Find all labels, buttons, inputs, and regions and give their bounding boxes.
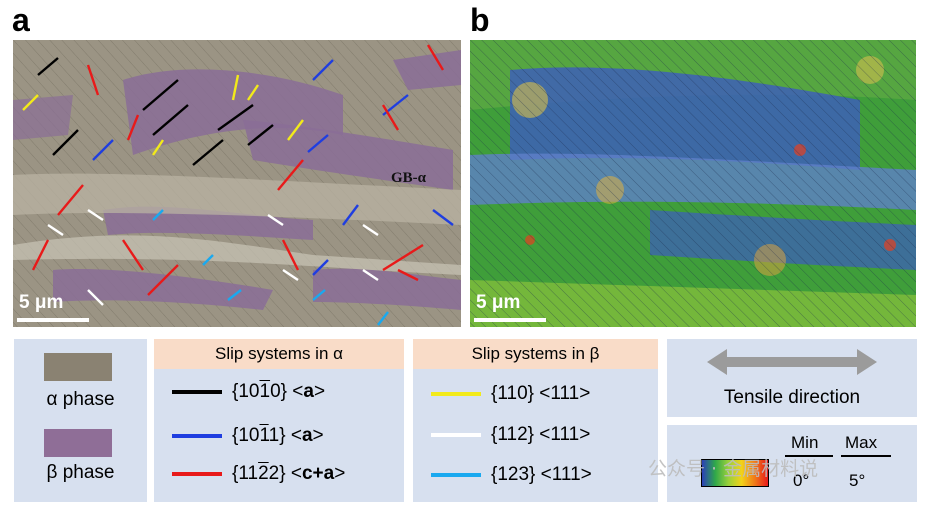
beta-slip-row: {110} <111> [431,383,590,405]
slip-label: {110} <111> [491,383,591,404]
slip-label: {1011} <a> [232,425,324,446]
yellow-line-swatch [431,392,481,396]
beta-slip-row: {112} <111> [431,424,590,446]
colorbar-min-label: Min [791,433,819,452]
slip-label: {123} <111> [491,464,592,485]
tensile-direction-label: Tensile direction [723,387,861,408]
watermark: 公众号 · 金属材料说 [648,458,819,480]
colorbar-min-value: 0° [793,471,810,490]
double-arrow-icon [707,349,877,375]
scale-bar-label-b: 5 μm [476,292,521,313]
slip-label: {1010} <a> [232,381,326,402]
colorbar-box: Min Max 0° 5° [667,425,917,502]
alpha-slip-header: Slip systems in α [154,339,404,369]
panel-label-b: b [470,2,490,38]
black-line-swatch [172,390,222,394]
micrograph-a: GB-α 5 μm [13,40,461,327]
scale-bar-b [474,318,546,322]
tensile-direction-box: Tensile direction [667,339,917,417]
colorbar-tick-line [785,455,833,457]
white-line-swatch [431,433,481,437]
alpha-slip-row: {1122} <c+a> [172,463,345,485]
micrograph-b: 5 μm [470,40,916,327]
scale-bar-label-a: 5 μm [19,292,64,313]
scale-bar-a [17,318,89,322]
red-line-swatch [172,472,222,476]
colorbar-max-label: Max [845,433,878,452]
beta-phase-label: β phase [46,462,115,483]
phase-legend: α phase β phase [14,339,147,502]
slip-label: {112} <111> [491,424,591,445]
colorbar [701,459,769,487]
alpha-slip-legend: Slip systems in α {1010} <a> {1011} <a> … [154,339,404,502]
colorbar-tick-line [841,455,891,457]
beta-slip-legend: Slip systems in β {110} <111> {112} <111… [413,339,658,502]
slip-label: {1122} <c+a> [232,463,346,484]
grain-boundary-label: GB-α [391,170,427,186]
light-blue-line-swatch [431,473,481,477]
alpha-phase-label: α phase [46,389,115,410]
beta-phase-swatch [44,429,112,457]
colorbar-max-value: 5° [849,471,866,490]
alpha-phase-swatch [44,353,112,381]
blue-line-swatch [172,434,222,438]
alpha-slip-row: {1011} <a> [172,425,324,447]
beta-slip-row: {123} <111> [431,464,592,486]
panel-label-a: a [12,2,30,38]
alpha-slip-row: {1010} <a> [172,381,325,403]
beta-slip-header: Slip systems in β [413,339,658,369]
